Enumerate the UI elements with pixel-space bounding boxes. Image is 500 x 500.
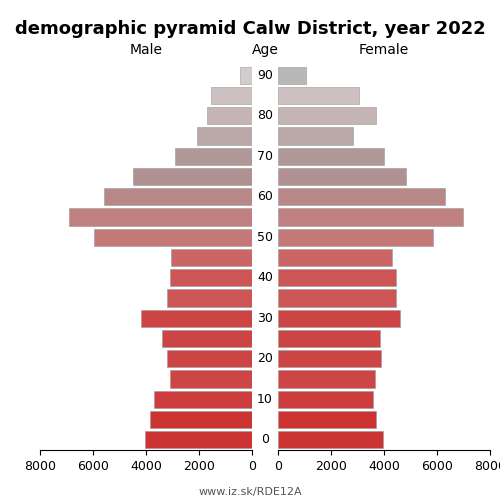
- Bar: [278, 269, 396, 286]
- Text: Age: Age: [252, 44, 278, 58]
- Bar: [104, 188, 253, 206]
- Bar: [176, 148, 252, 165]
- Bar: [145, 432, 252, 448]
- Bar: [278, 411, 376, 428]
- Bar: [278, 188, 445, 206]
- Bar: [162, 330, 252, 347]
- Bar: [278, 310, 400, 327]
- Bar: [278, 208, 464, 226]
- Bar: [150, 411, 252, 428]
- Text: 30: 30: [257, 312, 273, 325]
- Text: Male: Male: [130, 44, 162, 58]
- Text: 20: 20: [257, 352, 273, 366]
- Bar: [278, 249, 392, 266]
- Bar: [240, 66, 252, 84]
- Bar: [170, 269, 252, 286]
- Bar: [278, 87, 358, 104]
- Text: 90: 90: [257, 68, 273, 82]
- Bar: [278, 330, 380, 347]
- Bar: [141, 310, 252, 327]
- Text: Female: Female: [358, 44, 409, 58]
- Text: 10: 10: [257, 393, 273, 406]
- Bar: [278, 390, 374, 408]
- Text: 60: 60: [257, 190, 273, 203]
- Bar: [172, 249, 252, 266]
- Bar: [278, 168, 406, 185]
- Bar: [170, 370, 252, 388]
- Text: 70: 70: [257, 150, 273, 162]
- Bar: [278, 228, 433, 246]
- Bar: [278, 290, 396, 306]
- Bar: [207, 107, 252, 124]
- Bar: [278, 148, 384, 165]
- Bar: [133, 168, 252, 185]
- Text: 80: 80: [257, 109, 273, 122]
- Bar: [278, 107, 376, 124]
- Bar: [278, 128, 353, 144]
- Text: 0: 0: [261, 434, 269, 446]
- Bar: [168, 350, 252, 368]
- Text: www.iz.sk/RDE12A: www.iz.sk/RDE12A: [198, 488, 302, 498]
- Bar: [278, 350, 381, 368]
- Text: demographic pyramid Calw District, year 2022: demographic pyramid Calw District, year …: [14, 20, 486, 38]
- Bar: [94, 228, 252, 246]
- Bar: [69, 208, 252, 226]
- Bar: [196, 128, 252, 144]
- Bar: [168, 290, 252, 306]
- Bar: [154, 390, 252, 408]
- Bar: [278, 370, 374, 388]
- Bar: [278, 432, 382, 448]
- Bar: [278, 66, 305, 84]
- Text: 40: 40: [257, 272, 273, 284]
- Bar: [211, 87, 252, 104]
- Text: 50: 50: [257, 230, 273, 243]
